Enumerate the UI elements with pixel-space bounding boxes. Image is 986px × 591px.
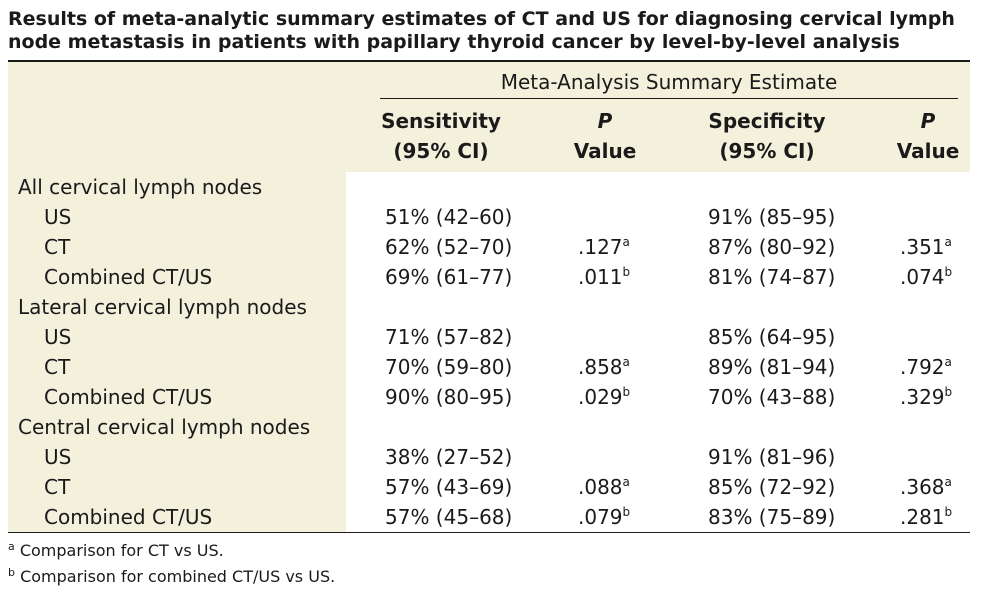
specificity-cell: 81% (74–87) <box>708 265 836 289</box>
footnote-marker: a <box>944 475 952 489</box>
footnote-marker: b <box>622 265 631 279</box>
p-value-text: .088 <box>578 475 623 499</box>
specificity-cell: 85% (64–95) <box>708 325 836 349</box>
sensitivity-cell: 57% (43–69) <box>385 475 513 499</box>
footnote-marker: b <box>944 265 953 279</box>
p-value-cell: .088a <box>578 472 630 502</box>
footnote-marker: b <box>944 385 953 399</box>
footnote-b: b Comparison for combined CT/US vs US. <box>8 567 335 587</box>
col-header-p-value-1-line1: P <box>597 109 613 133</box>
col-header-p-value-2: P Value <box>886 106 970 166</box>
p-value-cell: .329b <box>900 382 952 412</box>
group-header: Meta-Analysis Summary Estimate <box>500 70 838 94</box>
row-label: Combined CT/US <box>44 265 213 289</box>
footnote-a: a Comparison for CT vs US. <box>8 541 224 561</box>
specificity-cell: 87% (80–92) <box>708 235 836 259</box>
col-header-p-value-2-line2: Value <box>896 139 960 163</box>
sensitivity-cell: 51% (42–60) <box>385 205 513 229</box>
footnote-text: Comparison for combined CT/US vs US. <box>20 567 336 586</box>
p-value-text: .858 <box>578 355 623 379</box>
specificity-cell: 83% (75–89) <box>708 505 836 529</box>
row-label: Combined CT/US <box>44 385 213 409</box>
specificity-cell: 91% (85–95) <box>708 205 836 229</box>
p-value-cell: .011b <box>578 262 630 292</box>
col-header-specificity: Specificity (95% CI) <box>696 106 838 166</box>
specificity-cell: 89% (81–94) <box>708 355 836 379</box>
row-label-panel <box>8 172 346 532</box>
footnote-marker: a <box>622 475 630 489</box>
section-title: Central cervical lymph nodes <box>18 415 311 439</box>
specificity-cell: 85% (72–92) <box>708 475 836 499</box>
sensitivity-cell: 57% (45–68) <box>385 505 513 529</box>
col-header-sensitivity: Sensitivity (95% CI) <box>370 106 512 166</box>
sensitivity-cell: 69% (61–77) <box>385 265 513 289</box>
section-title: Lateral cervical lymph nodes <box>18 295 307 319</box>
footnote-marker: b <box>622 505 631 519</box>
sensitivity-cell: 90% (80–95) <box>385 385 513 409</box>
p-value-text: .329 <box>900 385 945 409</box>
top-rule <box>8 60 970 62</box>
footnote-text: Comparison for CT vs US. <box>19 541 224 560</box>
table-title-line-2: node metastasis in patients with papilla… <box>8 31 900 53</box>
p-value-cell: .127a <box>578 232 630 262</box>
p-value-cell: .079b <box>578 502 630 532</box>
section-title: All cervical lymph nodes <box>18 175 263 199</box>
footnote-marker: a <box>622 355 630 369</box>
row-label: US <box>44 325 72 349</box>
p-value-text: .074 <box>900 265 945 289</box>
row-label: CT <box>44 355 71 379</box>
p-value-text: .127 <box>578 235 623 259</box>
footnote-marker: b <box>622 385 631 399</box>
bottom-rule <box>8 532 970 533</box>
footnote-marker: b <box>944 505 953 519</box>
footnote-mark: a <box>8 540 15 553</box>
p-value-cell: .792a <box>900 352 952 382</box>
p-value-text: .011 <box>578 265 623 289</box>
p-value-cell: .074b <box>900 262 952 292</box>
row-label: CT <box>44 235 71 259</box>
col-header-p-value-1-line2: Value <box>573 139 637 163</box>
sensitivity-cell: 71% (57–82) <box>385 325 513 349</box>
footnote-marker: a <box>944 235 952 249</box>
row-label: CT <box>44 475 71 499</box>
header-panel <box>8 62 970 172</box>
p-value-cell: .858a <box>578 352 630 382</box>
row-label: US <box>44 205 72 229</box>
p-value-text: .029 <box>578 385 623 409</box>
specificity-cell: 70% (43–88) <box>708 385 836 409</box>
col-header-sensitivity-line1: Sensitivity <box>381 109 501 133</box>
p-value-text: .792 <box>900 355 945 379</box>
group-header-rule <box>380 98 958 99</box>
table-title: Results of meta-analytic summary estimat… <box>8 8 968 54</box>
col-header-p-value-1: P Value <box>560 106 650 166</box>
footnote-marker: a <box>622 235 630 249</box>
col-header-p-value-2-line1: P <box>920 109 936 133</box>
sensitivity-cell: 38% (27–52) <box>385 445 513 469</box>
p-value-text: .368 <box>900 475 945 499</box>
p-value-text: .281 <box>900 505 945 529</box>
p-value-text: .079 <box>578 505 623 529</box>
p-value-cell: .029b <box>578 382 630 412</box>
row-label: US <box>44 445 72 469</box>
p-value-text: .351 <box>900 235 945 259</box>
p-value-cell: .351a <box>900 232 952 262</box>
table-title-line-1: Results of meta-analytic summary estimat… <box>8 8 955 30</box>
col-header-specificity-line1: Specificity <box>708 109 826 133</box>
specificity-cell: 91% (81–96) <box>708 445 836 469</box>
footnote-marker: a <box>944 355 952 369</box>
col-header-sensitivity-line2: (95% CI) <box>393 139 489 163</box>
p-value-cell: .368a <box>900 472 952 502</box>
col-header-specificity-line2: (95% CI) <box>719 139 815 163</box>
row-label: Combined CT/US <box>44 505 213 529</box>
sensitivity-cell: 62% (52–70) <box>385 235 513 259</box>
p-value-cell: .281b <box>900 502 952 532</box>
footnote-mark: b <box>8 566 15 579</box>
sensitivity-cell: 70% (59–80) <box>385 355 513 379</box>
